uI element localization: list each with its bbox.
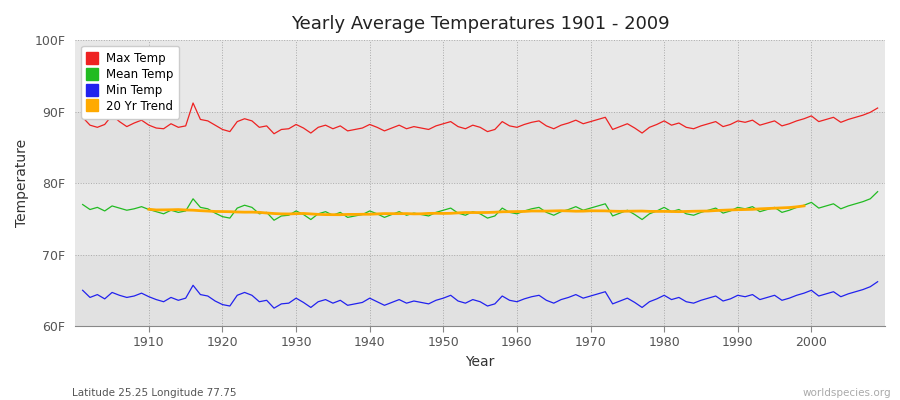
20 Yr Trend bbox=[710, 208, 721, 213]
Title: Yearly Average Temperatures 1901 - 2009: Yearly Average Temperatures 1901 - 2009 bbox=[291, 15, 670, 33]
20 Yr Trend bbox=[143, 207, 154, 212]
Mean Temp bbox=[872, 189, 883, 194]
Text: Latitude 25.25 Longitude 77.75: Latitude 25.25 Longitude 77.75 bbox=[72, 388, 237, 398]
Line: 20 Yr Trend: 20 Yr Trend bbox=[148, 206, 804, 215]
Min Temp bbox=[511, 299, 522, 304]
20 Yr Trend bbox=[608, 209, 618, 214]
Min Temp bbox=[136, 291, 147, 296]
Mean Temp bbox=[349, 214, 360, 218]
Min Temp bbox=[305, 305, 316, 310]
Min Temp bbox=[349, 302, 360, 306]
Mean Temp bbox=[511, 212, 522, 216]
Mean Temp bbox=[136, 204, 147, 209]
Min Temp bbox=[77, 288, 88, 293]
Min Temp bbox=[268, 306, 279, 310]
Line: Mean Temp: Mean Temp bbox=[83, 192, 878, 220]
Min Temp bbox=[519, 296, 530, 301]
Max Temp bbox=[526, 120, 537, 125]
20 Yr Trend bbox=[798, 204, 809, 208]
Mean Temp bbox=[305, 217, 316, 222]
20 Yr Trend bbox=[335, 212, 346, 217]
20 Yr Trend bbox=[777, 206, 788, 210]
20 Yr Trend bbox=[349, 212, 360, 217]
Max Temp bbox=[519, 122, 530, 127]
20 Yr Trend bbox=[696, 209, 706, 214]
Bar bbox=[76, 254, 885, 326]
Line: Min Temp: Min Temp bbox=[83, 282, 878, 308]
Max Temp bbox=[313, 125, 324, 130]
Mean Temp bbox=[268, 218, 279, 223]
Text: worldspecies.org: worldspecies.org bbox=[803, 388, 891, 398]
Mean Temp bbox=[77, 202, 88, 207]
Mean Temp bbox=[519, 208, 530, 213]
Max Temp bbox=[188, 101, 199, 106]
Max Temp bbox=[357, 126, 368, 130]
20 Yr Trend bbox=[232, 210, 243, 214]
Min Temp bbox=[872, 279, 883, 284]
Max Temp bbox=[136, 118, 147, 122]
Y-axis label: Temperature: Temperature bbox=[15, 139, 29, 227]
Min Temp bbox=[608, 302, 618, 306]
Legend: Max Temp, Mean Temp, Min Temp, 20 Yr Trend: Max Temp, Mean Temp, Min Temp, 20 Yr Tre… bbox=[81, 46, 179, 119]
X-axis label: Year: Year bbox=[465, 355, 495, 369]
Bar bbox=[76, 112, 885, 183]
Max Temp bbox=[615, 124, 626, 129]
Line: Max Temp: Max Temp bbox=[83, 103, 878, 134]
Mean Temp bbox=[608, 214, 618, 218]
Max Temp bbox=[872, 106, 883, 110]
Max Temp bbox=[77, 115, 88, 120]
Max Temp bbox=[268, 131, 279, 136]
